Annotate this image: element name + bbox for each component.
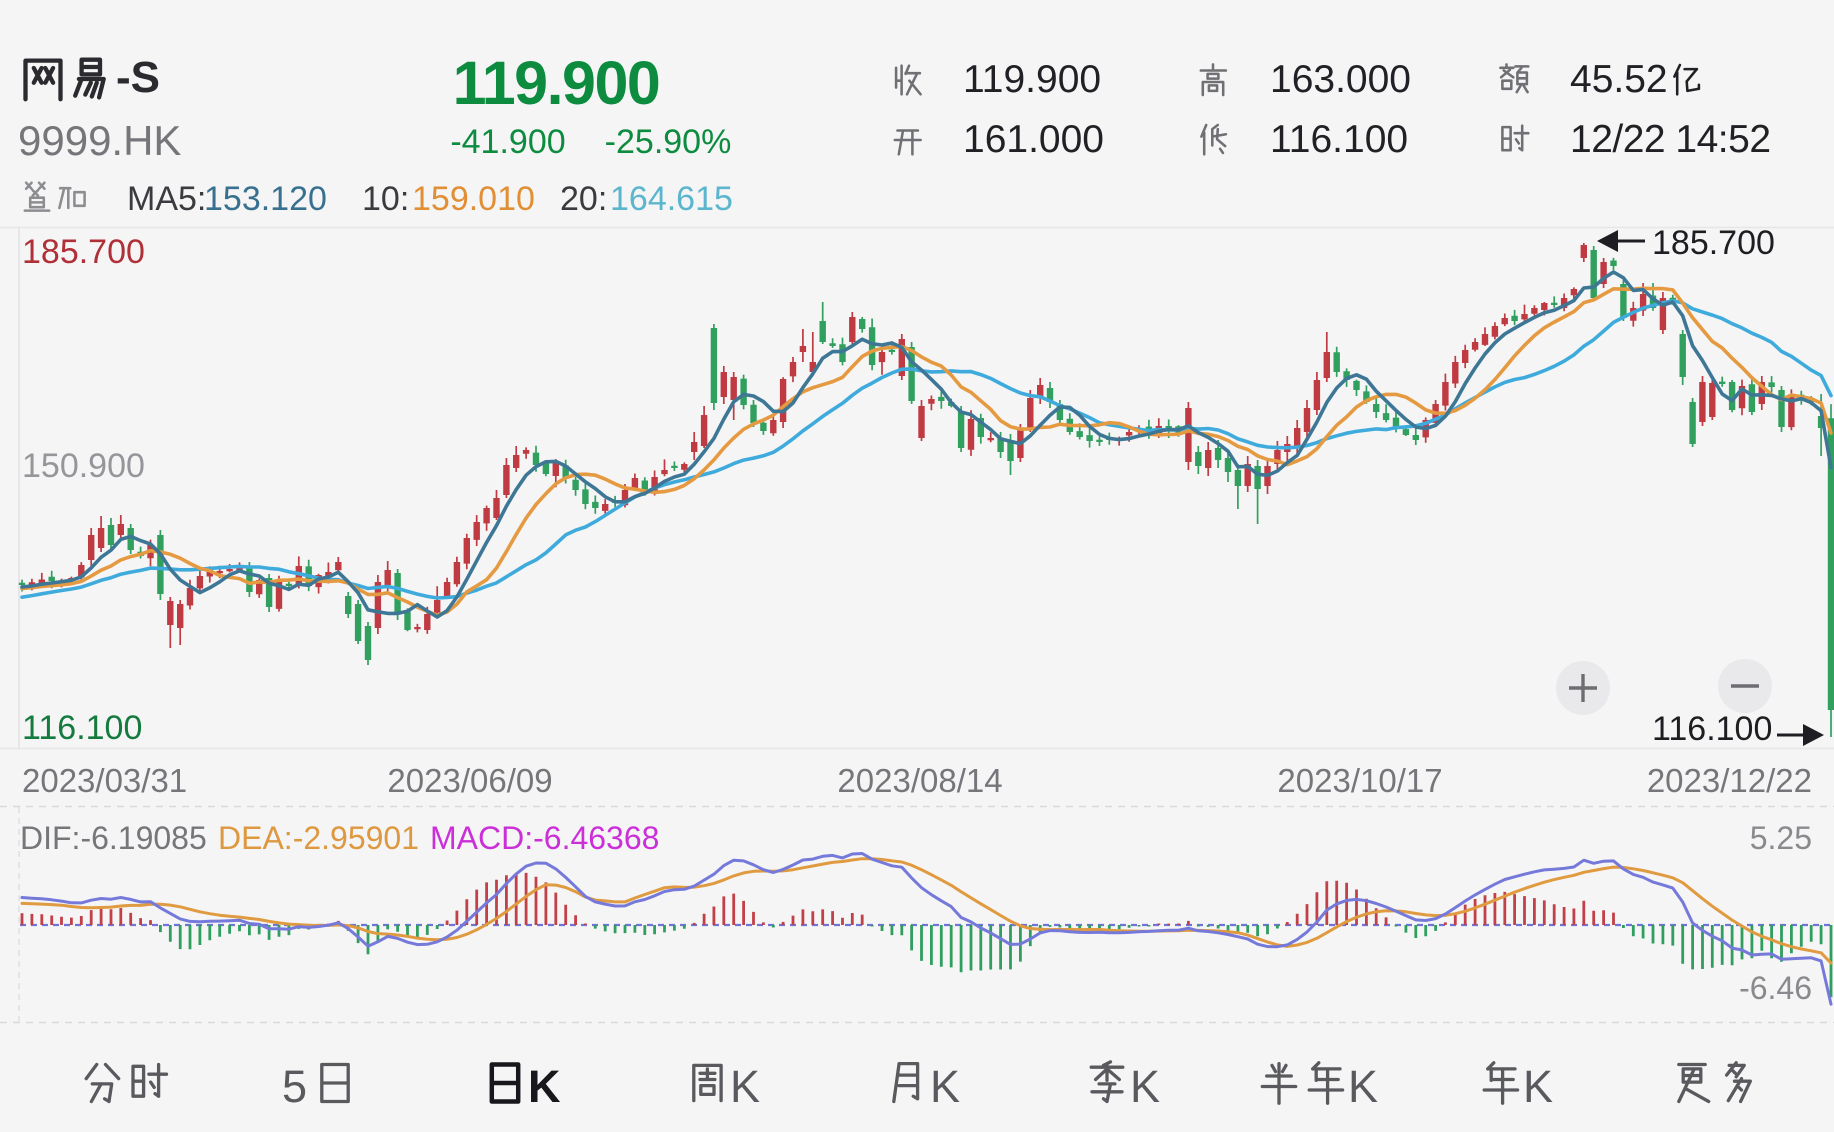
svg-text:116.100: 116.100	[1270, 118, 1408, 161]
svg-text:9999.HK: 9999.HK	[18, 117, 181, 164]
svg-text:116.100: 116.100	[22, 709, 142, 747]
svg-text:MA5:: MA5:	[127, 180, 206, 218]
svg-text:5.25: 5.25	[1750, 820, 1812, 856]
svg-text:DEA:-2.95901: DEA:-2.95901	[218, 820, 419, 856]
svg-text:2023/03/31: 2023/03/31	[22, 762, 187, 799]
svg-text:-41.900: -41.900	[450, 123, 565, 161]
svg-text:K: K	[528, 1061, 561, 1112]
svg-text:45.52: 45.52	[1570, 58, 1668, 101]
svg-text:119.900: 119.900	[453, 49, 660, 117]
svg-text:2023/08/14: 2023/08/14	[837, 762, 1002, 799]
svg-text:5: 5	[282, 1061, 307, 1112]
svg-text:-6.46: -6.46	[1739, 970, 1812, 1006]
svg-text:185.700: 185.700	[22, 233, 145, 271]
svg-text:K: K	[930, 1061, 960, 1112]
svg-text:K: K	[1523, 1061, 1553, 1112]
svg-text:12/22 14:52: 12/22 14:52	[1570, 118, 1771, 161]
svg-text:DIF:-6.19085: DIF:-6.19085	[20, 820, 207, 856]
svg-text:20:: 20:	[560, 180, 607, 218]
svg-text:10:: 10:	[362, 180, 409, 218]
svg-text:119.900: 119.900	[963, 58, 1101, 101]
svg-text:2023/12/22: 2023/12/22	[1647, 762, 1812, 799]
svg-text:K: K	[1130, 1061, 1160, 1112]
svg-text:116.100: 116.100	[1652, 710, 1772, 748]
svg-text:2023/10/17: 2023/10/17	[1277, 762, 1442, 799]
svg-text:K: K	[1348, 1061, 1378, 1112]
svg-text:159.010: 159.010	[412, 180, 535, 218]
svg-text:150.900: 150.900	[22, 447, 145, 485]
svg-text:161.000: 161.000	[963, 118, 1104, 161]
svg-text:164.615: 164.615	[610, 180, 733, 218]
svg-text:MACD:-6.46368: MACD:-6.46368	[430, 820, 659, 856]
svg-text:K: K	[730, 1061, 760, 1112]
svg-text:-25.90%: -25.90%	[605, 123, 732, 161]
svg-text:153.120: 153.120	[204, 180, 327, 218]
svg-text:-S: -S	[116, 53, 160, 102]
svg-text:185.700: 185.700	[1652, 224, 1775, 262]
svg-text:2023/06/09: 2023/06/09	[387, 762, 552, 799]
svg-text:163.000: 163.000	[1270, 58, 1411, 101]
